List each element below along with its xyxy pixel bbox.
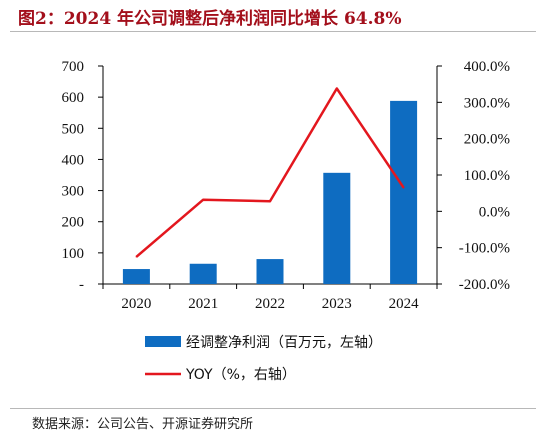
left-y-tick-label: -: [79, 277, 84, 293]
source-note: 数据来源：公司公告、开源证券研究所: [32, 417, 254, 432]
bar: [122, 269, 150, 284]
source-divider: [10, 408, 536, 409]
bar: [189, 263, 217, 284]
bar: [256, 259, 284, 284]
right-y-tick-label: -200.0%: [459, 277, 510, 293]
right-y-tick-label: 200.0%: [464, 132, 510, 148]
left-y-tick-label: 600: [62, 90, 85, 106]
left-y-tick-label: 500: [62, 121, 85, 137]
left-y-tick-label: 300: [62, 184, 85, 200]
right-y-tick-label: 400.0%: [464, 59, 510, 75]
x-tick-label: 2022: [255, 296, 285, 312]
legend-bar-swatch: [145, 336, 181, 347]
chart-legend: 经调整净利润（百万元，左轴） YOY（%，右轴）: [145, 335, 382, 383]
x-tick-label: 2024: [389, 296, 420, 312]
bar: [323, 172, 351, 284]
line-point: [202, 198, 204, 201]
line-point: [336, 87, 338, 90]
right-y-tick-label: 0.0%: [479, 204, 510, 220]
right-y-tick-label: 100.0%: [464, 168, 510, 184]
left-y-tick-label: 700: [62, 59, 85, 75]
line-point: [269, 200, 271, 202]
line-series: [135, 87, 405, 258]
title-divider: [10, 31, 536, 32]
chart: 2020 2021 2022 2023 2024 - 100 200 300 400 500 600…: [62, 59, 511, 383]
yoy-line: [135, 87, 405, 258]
right-y-tick-labels: -200.0% -100.0% 0.0% 100.0% 200.0% 300.0% 400.…: [459, 59, 510, 293]
legend-line-label: YOY（%，右轴）: [185, 367, 296, 383]
right-y-tick-label: -100.0%: [459, 241, 510, 257]
left-y-tick-label: 200: [62, 215, 85, 231]
right-y-tick-label: 300.0%: [464, 95, 510, 111]
line-point: [402, 186, 405, 189]
legend-bar-label: 经调整净利润（百万元，左轴）: [186, 335, 382, 351]
left-y-tick-label: 100: [62, 246, 85, 262]
bar: [390, 100, 418, 284]
x-tick-labels: 2020 2021 2022 2023 2024: [121, 296, 419, 312]
chart-title: 图2：2024 年公司调整后净利润同比增长 64.8%: [18, 9, 402, 29]
bar-series: [122, 100, 418, 284]
left-y-tick-label: 400: [62, 152, 85, 168]
left-y-tick-labels: - 100 200 300 400 500 600 700: [62, 59, 85, 293]
x-tick-label: 2020: [121, 296, 151, 312]
x-tick-label: 2023: [322, 296, 352, 312]
line-point: [135, 255, 138, 258]
x-tick-label: 2021: [188, 296, 218, 312]
